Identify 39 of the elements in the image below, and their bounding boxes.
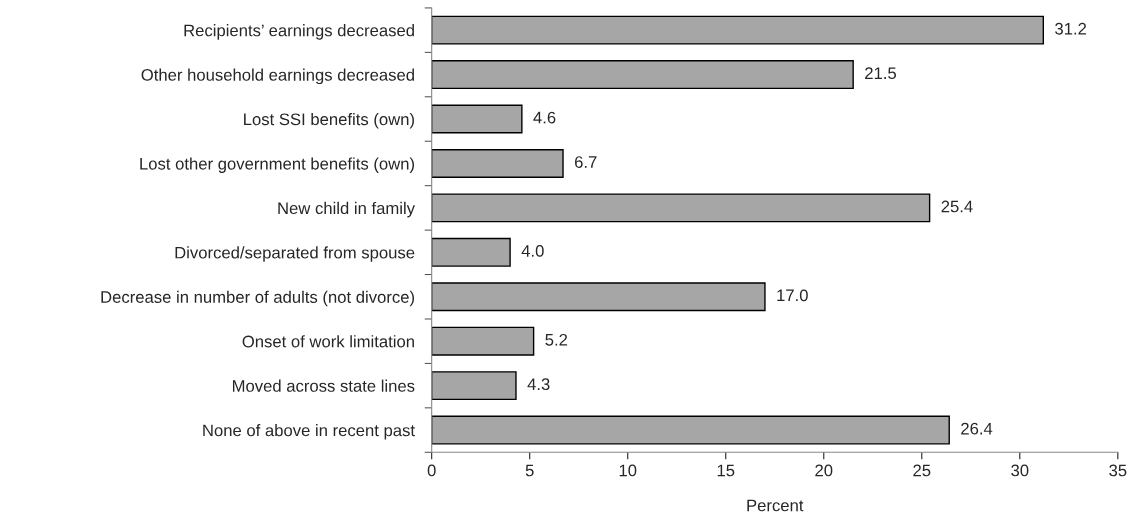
x-axis-title: Percent bbox=[747, 499, 804, 512]
data-label: 4.3 bbox=[527, 378, 550, 391]
bar bbox=[431, 193, 931, 223]
x-tick-label: 15 bbox=[717, 464, 735, 477]
y-tick-label: None of above in recent past bbox=[203, 424, 415, 440]
bar bbox=[431, 282, 766, 312]
y-tick-label: Onset of work limitation bbox=[242, 335, 414, 348]
x-tick-label: 5 bbox=[525, 464, 534, 477]
bar bbox=[431, 104, 523, 134]
data-label: 5.2 bbox=[545, 333, 568, 346]
y-tick-label: Decrease in number of adults (not divorce) bbox=[101, 290, 414, 307]
y-tick-label: Lost other government benefits (own) bbox=[140, 157, 414, 173]
y-tick-label: New child in family bbox=[278, 201, 415, 218]
y-tick-label: Other household earnings decreased bbox=[141, 68, 414, 85]
data-label: 26.4 bbox=[961, 422, 993, 435]
x-tick-label: 35 bbox=[1109, 464, 1127, 477]
data-label: 4.6 bbox=[533, 111, 556, 124]
bar bbox=[431, 326, 535, 356]
y-tick-label: Moved across state lines bbox=[232, 379, 415, 392]
y-tick-label: Lost SSI benefits (own) bbox=[244, 112, 414, 129]
bar bbox=[431, 60, 854, 90]
data-label: 21.5 bbox=[865, 67, 897, 80]
bar bbox=[431, 415, 950, 445]
data-label: 25.4 bbox=[941, 200, 973, 213]
y-tick-label: Recipients’ earnings decreased bbox=[184, 24, 414, 40]
x-tick-label: 0 bbox=[427, 464, 436, 477]
data-label: 31.2 bbox=[1055, 22, 1087, 35]
data-label: 4.0 bbox=[521, 245, 544, 257]
x-tick-label: 30 bbox=[1011, 464, 1029, 477]
bar bbox=[431, 148, 564, 178]
data-label: 17.0 bbox=[777, 289, 808, 302]
bar bbox=[431, 15, 1045, 45]
x-tick-label: 25 bbox=[913, 464, 931, 477]
y-tick-label: Divorced/separated from spouse bbox=[175, 246, 415, 262]
data-label: 6.7 bbox=[574, 156, 597, 168]
x-tick-label: 10 bbox=[619, 464, 637, 477]
bar bbox=[431, 237, 511, 267]
x-tick-label: 20 bbox=[815, 464, 833, 477]
bar bbox=[431, 371, 517, 401]
